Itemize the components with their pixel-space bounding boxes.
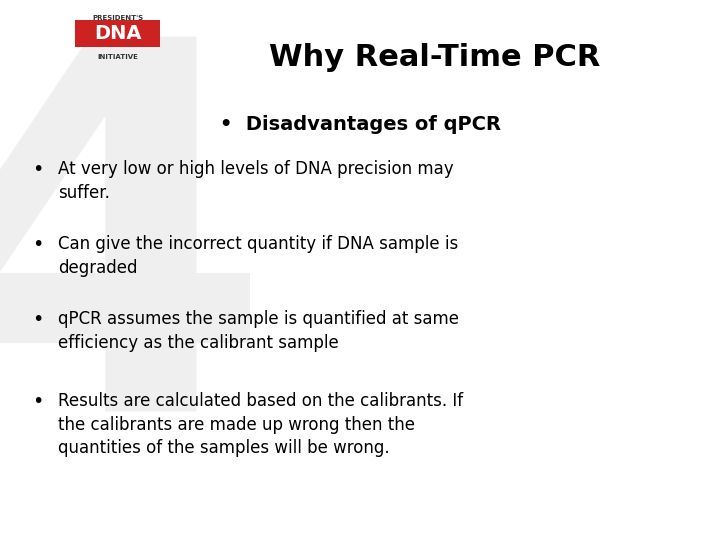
Text: •: • <box>32 160 44 179</box>
Text: 4: 4 <box>0 21 274 519</box>
Text: Can give the incorrect quantity if DNA sample is
degraded: Can give the incorrect quantity if DNA s… <box>58 235 458 276</box>
Text: •: • <box>32 392 44 411</box>
Text: DNA: DNA <box>94 24 141 43</box>
FancyBboxPatch shape <box>75 20 160 47</box>
Text: qPCR assumes the sample is quantified at same
efficiency as the calibrant sample: qPCR assumes the sample is quantified at… <box>58 310 459 352</box>
Text: Why Real-Time PCR: Why Real-Time PCR <box>269 44 600 72</box>
Text: •  Disadvantages of qPCR: • Disadvantages of qPCR <box>220 116 500 134</box>
Text: PRESIDENT'S: PRESIDENT'S <box>92 15 143 21</box>
Text: Results are calculated based on the calibrants. If
the calibrants are made up wr: Results are calculated based on the cali… <box>58 392 463 457</box>
Text: At very low or high levels of DNA precision may
suffer.: At very low or high levels of DNA precis… <box>58 160 454 201</box>
Text: INITIATIVE: INITIATIVE <box>97 54 138 60</box>
Text: •: • <box>32 235 44 254</box>
Text: •: • <box>32 310 44 329</box>
